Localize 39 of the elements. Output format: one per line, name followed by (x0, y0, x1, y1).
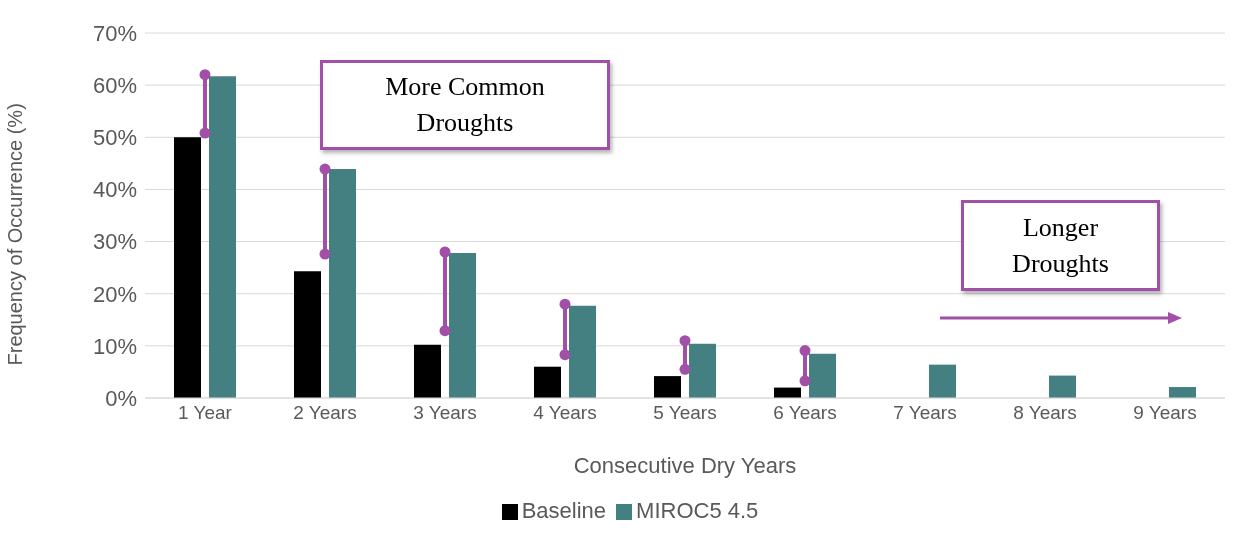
bar (689, 343, 716, 398)
x-axis-title: Consecutive Dry Years (573, 453, 797, 478)
y-tick-label: 50% (92, 125, 137, 151)
y-tick-label: 30% (92, 229, 137, 255)
legend-label: Baseline (521, 498, 607, 523)
y-tick-label: 40% (92, 177, 137, 203)
bar (569, 305, 596, 398)
x-tick-label: 1 Year (178, 402, 233, 424)
y-tick-label: 0% (105, 385, 137, 411)
x-tick-label: 5 Years (653, 402, 717, 424)
bar (174, 137, 201, 398)
y-tick-label: 20% (92, 281, 137, 307)
callout-box: Longer Droughts (961, 200, 1160, 291)
x-tick-label: 7 Years (893, 402, 957, 424)
x-tick-label: 9 Years (1133, 402, 1197, 424)
annotation: Longer Droughts (1011, 211, 1110, 280)
bar (809, 353, 836, 398)
bar (929, 364, 956, 398)
y-tick-label: 10% (92, 333, 137, 359)
bar (294, 271, 321, 398)
callout-box: More Common Droughts (320, 60, 610, 150)
y-axis-title: Frequency of Occurrence (%) (4, 103, 27, 366)
x-tick-label: 3 Years (413, 402, 477, 424)
x-tick-label: 8 Years (1013, 402, 1077, 424)
legend-label: MIROC5 4.5 (636, 498, 759, 523)
bar (414, 344, 441, 398)
annotation: More Common Droughts (384, 71, 546, 139)
bar (534, 366, 561, 398)
bar (654, 376, 681, 398)
x-tick-label: 6 Years (773, 402, 837, 424)
y-tick-label: 70% (92, 20, 137, 46)
x-tick-label: 2 Years (293, 402, 357, 424)
bar (1169, 387, 1196, 398)
bar (329, 169, 356, 398)
y-tick-label: 60% (92, 72, 137, 98)
bar (209, 76, 236, 398)
x-tick-label: 4 Years (533, 402, 597, 424)
bar (449, 253, 476, 398)
bar (1049, 375, 1076, 398)
